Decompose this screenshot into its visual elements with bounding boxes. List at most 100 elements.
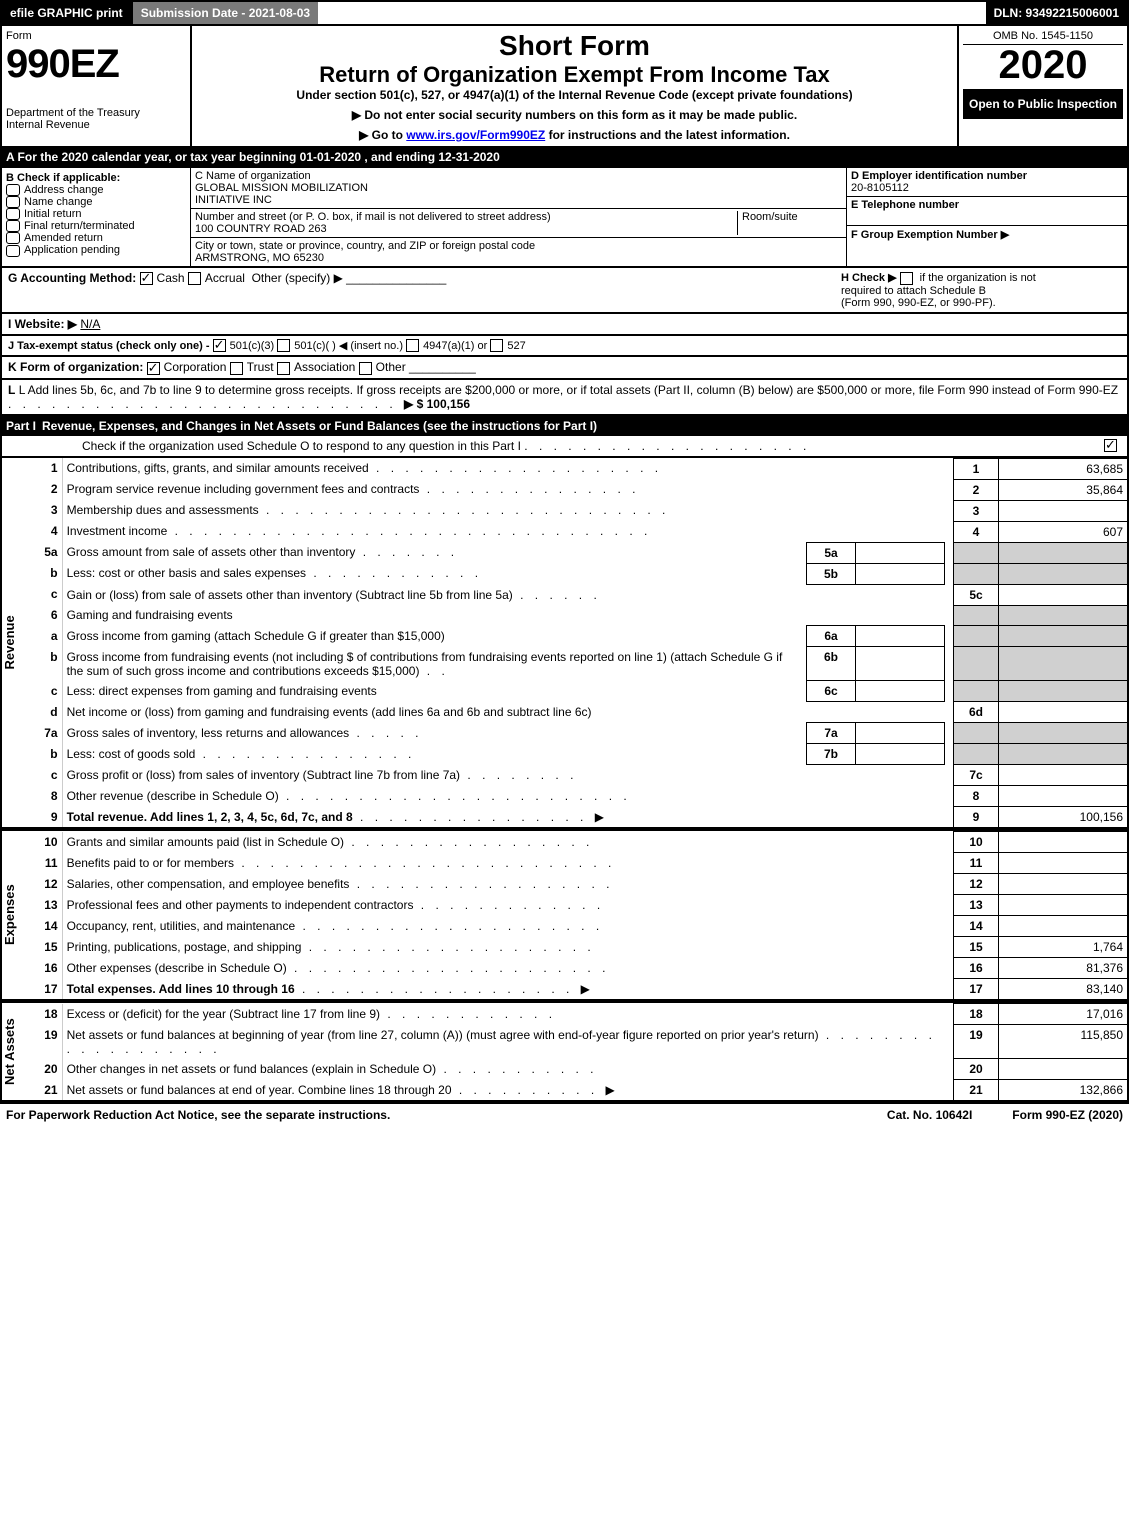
checkbox-527[interactable] [490, 339, 503, 352]
label-pending: Application pending [24, 244, 120, 256]
box-b: B Check if applicable: Address change Na… [2, 168, 191, 266]
checkbox-trust[interactable] [230, 362, 243, 375]
tax-year: 2020 [963, 45, 1123, 85]
checkbox-accrual[interactable] [188, 272, 201, 285]
footer-left: For Paperwork Reduction Act Notice, see … [6, 1108, 847, 1122]
page-footer: For Paperwork Reduction Act Notice, see … [0, 1102, 1129, 1126]
line-6c-input[interactable] [856, 681, 945, 702]
line-13-num: 13 [954, 895, 999, 916]
label-accrual: Accrual [205, 271, 245, 285]
label-other-method: Other (specify) ▶ [252, 271, 343, 285]
checkbox-cash[interactable] [140, 272, 153, 285]
line-6d-num: 6d [954, 702, 999, 723]
line-5a-input[interactable] [856, 542, 945, 563]
line-6b-input[interactable] [856, 647, 945, 681]
part-1-subtitle: Check if the organization used Schedule … [82, 439, 521, 453]
checkbox-initial-return[interactable] [6, 208, 20, 220]
label-name-change: Name change [24, 196, 93, 208]
line-21-value: 132,866 [999, 1080, 1128, 1101]
line-11-value [999, 853, 1128, 874]
line-16-value: 81,376 [999, 958, 1128, 979]
checkbox-501c[interactable] [277, 339, 290, 352]
checkbox-association[interactable] [277, 362, 290, 375]
line-7c-value [999, 765, 1128, 786]
dept-treasury: Department of the Treasury Internal Reve… [6, 107, 186, 131]
checkbox-name-change[interactable] [6, 196, 20, 208]
expenses-table: 10Grants and similar amounts paid (list … [24, 831, 1127, 999]
label-4947: 4947(a)(1) or [423, 340, 487, 352]
line-7a-input[interactable] [856, 723, 945, 744]
line-16-text: Other expenses (describe in Schedule O) [67, 961, 287, 975]
revenue-sidebar: Revenue [2, 458, 24, 828]
checkbox-4947[interactable] [406, 339, 419, 352]
footer-cat-no: Cat. No. 10642I [887, 1108, 972, 1122]
checkbox-schedule-b[interactable] [900, 272, 913, 285]
label-corporation: Corporation [164, 360, 227, 374]
table-row: cGross profit or (loss) from sales of in… [24, 765, 1127, 786]
line-6c-box: 6c [807, 681, 856, 702]
checkbox-other-org[interactable] [359, 362, 372, 375]
line-20-value [999, 1059, 1128, 1080]
part-1-label: Part I [6, 419, 42, 433]
shade [999, 563, 1128, 584]
label-amended: Amended return [24, 232, 103, 244]
checkbox-501c3[interactable] [213, 339, 226, 352]
shade [999, 542, 1128, 563]
line-14-value [999, 916, 1128, 937]
table-row: 1Contributions, gifts, grants, and simil… [24, 458, 1127, 479]
street-address: 100 COUNTRY ROAD 263 [195, 223, 327, 235]
label-other-org: Other [376, 360, 406, 374]
checkbox-final-return[interactable] [6, 220, 20, 232]
instruction-2: ▶ Go to www.irs.gov/Form990EZ for instru… [196, 128, 953, 142]
irs-link[interactable]: www.irs.gov/Form990EZ [406, 128, 545, 142]
line-g-h: G Accounting Method: Cash Accrual Other … [0, 268, 1129, 314]
table-row: 3Membership dues and assessments . . . .… [24, 500, 1127, 521]
label-527: 527 [507, 340, 525, 352]
phone-label: E Telephone number [851, 199, 959, 211]
line-5b-input[interactable] [856, 563, 945, 584]
line-5c-text: Gain or (loss) from sale of assets other… [67, 588, 513, 602]
part-1-sub: Check if the organization used Schedule … [0, 436, 1129, 458]
line-15-num: 15 [954, 937, 999, 958]
line-5b-text: Less: cost or other basis and sales expe… [67, 566, 306, 580]
line-i-label: I Website: ▶ [8, 317, 77, 331]
table-row: 13Professional fees and other payments t… [24, 895, 1127, 916]
line-18-num: 18 [954, 1004, 999, 1025]
line-19-num: 19 [954, 1025, 999, 1059]
checkbox-address-change[interactable] [6, 184, 20, 196]
box-e: E Telephone number [847, 197, 1127, 226]
line-10-text: Grants and similar amounts paid (list in… [67, 835, 344, 849]
addr-label: Number and street (or P. O. box, if mail… [195, 211, 551, 223]
label-association: Association [294, 360, 355, 374]
line-12-num: 12 [954, 874, 999, 895]
line-16-num: 16 [954, 958, 999, 979]
section-b-to-f: B Check if applicable: Address change Na… [0, 168, 1129, 268]
ein-label: D Employer identification number [851, 170, 1027, 182]
line-6a-input[interactable] [856, 626, 945, 647]
shade [999, 681, 1128, 702]
checkbox-schedule-o[interactable] [1104, 439, 1117, 452]
dln-number: DLN: 93492215006001 [986, 2, 1127, 24]
line-7b-input[interactable] [856, 744, 945, 765]
line-k-label: K Form of organization: [8, 360, 143, 374]
label-final-return: Final return/terminated [24, 220, 135, 232]
line-3-value [999, 500, 1128, 521]
table-row: 2Program service revenue including gover… [24, 479, 1127, 500]
line-k: K Form of organization: Corporation Trus… [0, 357, 1129, 379]
table-row: 16 Other expenses (describe in Schedule O… [24, 958, 1127, 979]
line-17-num: 17 [954, 979, 999, 1000]
efile-print-button[interactable]: efile GRAPHIC print [2, 2, 131, 24]
line-3-text: Membership dues and assessments [67, 503, 259, 517]
table-row: 20Other changes in net assets or fund ba… [24, 1059, 1127, 1080]
checkbox-pending[interactable] [6, 245, 20, 257]
shade [954, 563, 999, 584]
revenue-section: Revenue 1Contributions, gifts, grants, a… [0, 458, 1129, 830]
label-501c: 501(c)( ) ◀ (insert no.) [294, 340, 403, 352]
line-15-value: 1,764 [999, 937, 1128, 958]
checkbox-corporation[interactable] [147, 362, 160, 375]
line-6a-box: 6a [807, 626, 856, 647]
box-def: D Employer identification number 20-8105… [846, 168, 1127, 266]
shade [999, 626, 1128, 647]
h-text-3: (Form 990, 990-EZ, or 990-PF). [841, 297, 996, 309]
checkbox-amended[interactable] [6, 232, 20, 244]
